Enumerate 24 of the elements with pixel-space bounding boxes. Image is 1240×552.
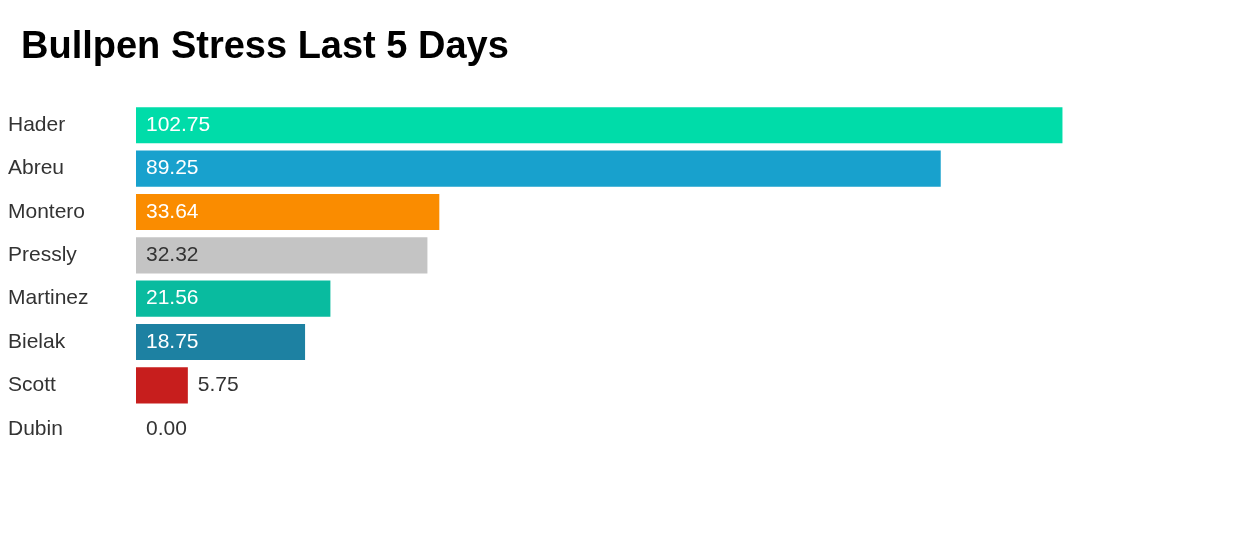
y-tick-label: Pressly [8,242,78,266]
bar [136,280,331,317]
data-label: 33.64 [146,198,199,222]
data-label: 5.75 [197,372,239,396]
bar [136,107,1063,144]
chart-title: Bullpen Stress Last 5 Days [20,23,510,68]
y-tick-label: Hader [8,112,66,136]
y-tick-label: Bielak [8,328,66,352]
bar [136,193,440,231]
data-label: 89.25 [146,155,199,179]
bar [136,150,941,187]
bar [136,367,188,404]
data-label: 21.56 [146,285,199,309]
data-label: 102.75 [146,112,211,136]
data-label: 32.32 [146,242,199,266]
bar [136,323,306,361]
y-tick-label: Scott [8,372,57,396]
y-tick-label: Montero [8,198,86,222]
y-tick-label: Dubin [8,415,63,439]
bar [136,237,428,274]
data-label: 0.00 [146,415,187,439]
y-tick-label: Abreu [8,155,65,179]
y-tick-label: Martinez [8,285,89,309]
data-label: 18.75 [146,328,199,352]
